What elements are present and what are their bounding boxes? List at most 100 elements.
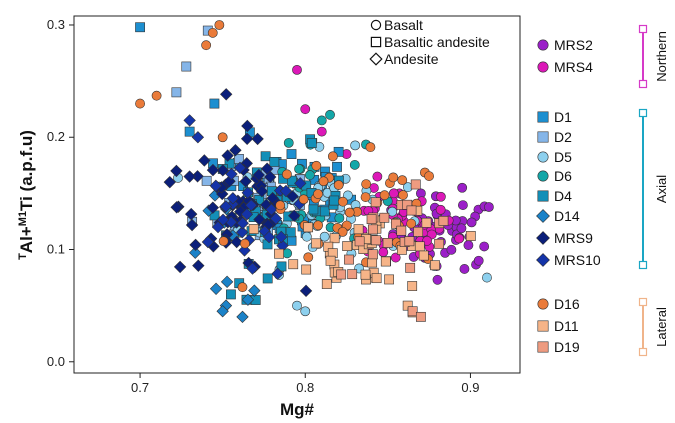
- legend-label-mrs4: MRS4: [554, 59, 593, 75]
- point-d19: [391, 218, 401, 229]
- point-mrs9: [239, 175, 252, 188]
- point-d4: [287, 175, 297, 186]
- point-mrs9: [266, 191, 279, 205]
- point-d19: [415, 311, 426, 322]
- point-d11: [301, 264, 312, 275]
- point-mrs9: [241, 119, 254, 133]
- point-mrs4: [372, 171, 383, 182]
- y-axis-title-sup2: M1: [17, 211, 29, 226]
- point-d16: [303, 252, 314, 263]
- point-d11: [465, 231, 476, 241]
- group-label-northern: Northern: [654, 31, 669, 82]
- point-mrs2: [463, 240, 474, 251]
- point-d16: [275, 200, 286, 211]
- point-mrs9: [170, 164, 183, 178]
- point-d5: [301, 231, 312, 242]
- point-d2: [171, 87, 182, 98]
- point-d4: [308, 204, 319, 215]
- point-d11: [311, 238, 322, 249]
- shape-legend-circle-icon: [370, 19, 382, 31]
- point-d1: [286, 235, 297, 246]
- point-d16: [201, 40, 212, 51]
- point-d16: [207, 27, 218, 38]
- point-d14: [189, 246, 202, 259]
- shape-legend-diamond-icon: [369, 52, 383, 66]
- point-d16: [398, 190, 408, 200]
- point-mrs9: [264, 170, 277, 184]
- point-mrs2: [456, 223, 467, 234]
- point-d4: [319, 206, 330, 217]
- point-mrs4: [378, 247, 389, 258]
- point-mrs10: [262, 230, 276, 244]
- legend-label-d19: D19: [554, 339, 580, 355]
- point-mrs10: [233, 161, 247, 175]
- point-mrs4: [300, 104, 311, 115]
- point-mrs9: [206, 163, 220, 177]
- point-d16: [388, 172, 399, 183]
- point-mrs9: [206, 201, 220, 214]
- point-d16: [406, 218, 417, 229]
- group-label-lateral: Lateral: [654, 307, 669, 347]
- legend-label-d16: D16: [554, 296, 580, 312]
- group-bracket-cap: [638, 260, 648, 270]
- point-d4: [276, 261, 287, 272]
- legend-marker-d5: [537, 151, 549, 163]
- point-mrs2: [458, 200, 468, 210]
- point-mrs4: [316, 126, 327, 137]
- point-d19: [370, 197, 381, 208]
- point-d2: [181, 61, 192, 72]
- point-mrs9: [253, 213, 266, 226]
- point-mrs9: [252, 168, 265, 182]
- point-mrs10: [269, 212, 283, 225]
- point-d16: [365, 142, 376, 153]
- point-d11: [353, 224, 364, 235]
- point-d19: [366, 214, 377, 225]
- point-d19: [354, 236, 365, 247]
- point-mrs4: [435, 191, 446, 202]
- group-bracket-cap: [638, 347, 648, 357]
- point-d16: [424, 171, 434, 181]
- shape-legend-label: Basalt: [384, 17, 423, 33]
- point-mrs9: [229, 144, 242, 157]
- point-mrs10: [294, 177, 307, 190]
- point-mrs10: [226, 192, 240, 205]
- point-d11: [360, 269, 371, 280]
- point-d16: [240, 238, 250, 249]
- point-mrs2: [473, 255, 484, 266]
- group-bracket-cap: [638, 24, 648, 34]
- group-bracket-cap: [638, 297, 648, 307]
- point-mrs10: [209, 179, 223, 192]
- point-mrs9: [220, 88, 233, 101]
- point-mrs10: [183, 114, 196, 127]
- point-mrs2: [483, 202, 494, 212]
- point-mrs4: [292, 64, 302, 75]
- point-d6: [325, 109, 335, 120]
- shape-legend-label: Basaltic andesite: [384, 34, 490, 50]
- point-d4: [329, 195, 340, 206]
- point-d14: [220, 275, 234, 289]
- x-tick-label: 0.8: [296, 380, 314, 395]
- point-d11: [288, 259, 299, 270]
- group-label-axial: Axial: [654, 175, 669, 203]
- point-mrs4: [388, 188, 399, 199]
- point-d1: [135, 22, 145, 33]
- group-brackets: Northern Axial Lateral: [638, 24, 669, 357]
- point-mrs9: [163, 175, 176, 189]
- point-d11: [342, 241, 353, 251]
- point-d19: [434, 238, 445, 249]
- point-d16: [313, 220, 324, 231]
- data-points: [135, 20, 494, 324]
- point-d19: [410, 179, 421, 190]
- point-mrs9: [255, 184, 269, 198]
- legend-marker-mrs2: [537, 39, 549, 51]
- point-d16: [379, 190, 390, 201]
- point-d16: [135, 98, 145, 109]
- legend-label-d2: D2: [554, 129, 572, 145]
- point-d16: [151, 90, 162, 101]
- point-d16: [327, 151, 338, 162]
- point-d19: [404, 236, 415, 247]
- legend-marker-d1: [537, 111, 549, 123]
- y-tick-label: 0.3: [47, 17, 65, 32]
